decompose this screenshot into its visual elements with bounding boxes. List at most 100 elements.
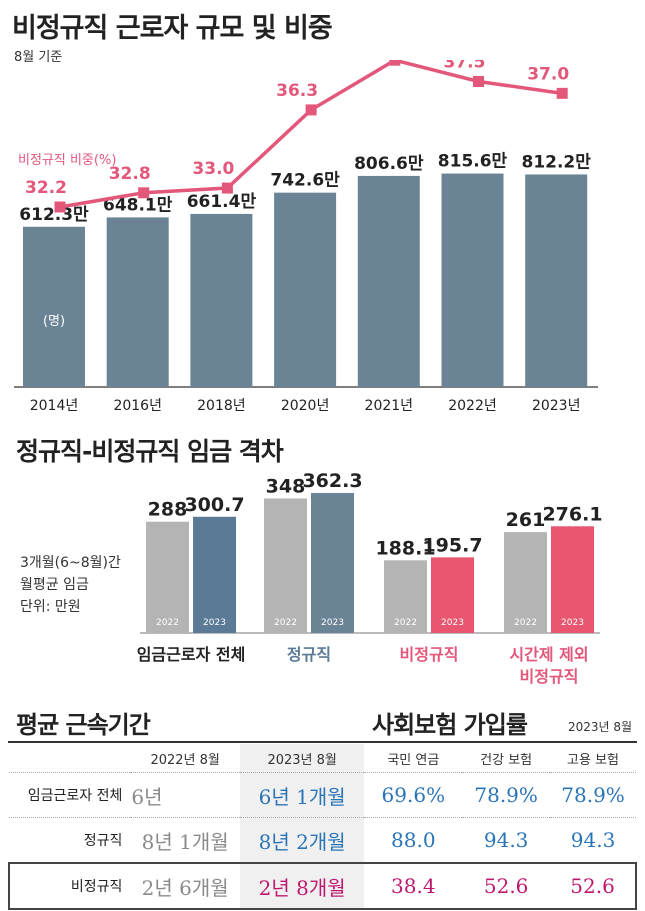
wage-value-label: 188.1 xyxy=(375,537,435,559)
wage-group-label: 비정규직 xyxy=(400,645,459,664)
stats-table: 2022년 8월 2023년 8월 국민 연금 건강 보험 고용 보험 임금근로… xyxy=(8,744,637,910)
insurance-title: 사회보험 가입률 xyxy=(372,711,528,739)
header-employment: 고용 보험 xyxy=(567,752,620,768)
wage-bar-2023년 xyxy=(193,516,236,633)
wage-note: 3개월(6~8월)간 월평균 임금 단위: 만원 xyxy=(20,552,121,618)
wage-group-label: 정규직 xyxy=(287,645,331,664)
wage-bar-2022년 xyxy=(384,560,427,633)
bar-2014년 xyxy=(23,226,85,387)
bar-value-label: 661.4만 xyxy=(187,192,257,212)
table-top-rule xyxy=(8,741,637,743)
share-marker xyxy=(556,87,568,99)
x-tick-label: 2016년 xyxy=(113,398,162,414)
table-row-highlight: 비정규직 2년 6개월 2년 8개월 38.4 52.6 52.6 xyxy=(9,863,636,909)
wage-note-line: 월평균 임금 xyxy=(20,577,89,593)
health-rate: 52.6 xyxy=(483,874,529,898)
main-title: 비정규직 근로자 규모 및 비중 xyxy=(12,13,333,44)
share-value-label: 32.2 xyxy=(25,178,67,198)
wage-value-label: 276.1 xyxy=(542,503,602,525)
wage-group-label: 시간제 제외 xyxy=(509,645,588,664)
wage-year-label: 2023 xyxy=(561,618,584,628)
share-value-label: 33.0 xyxy=(192,159,234,179)
header-blank xyxy=(9,744,130,773)
bar-2020년 xyxy=(274,192,337,387)
x-tick-label: 2014년 xyxy=(30,398,79,414)
table-header-row: 2022년 8월 2023년 8월 국민 연금 건강 보험 고용 보험 xyxy=(9,744,636,773)
employment-rate: 78.9% xyxy=(561,783,625,807)
bar-2022년 xyxy=(441,173,504,387)
wage-value-label: 300.7 xyxy=(184,494,244,516)
bar-value-label: 815.6만 xyxy=(438,152,508,172)
wage-value-label: 288 xyxy=(148,499,188,521)
tenure-2023: 2년 8개월 xyxy=(239,863,365,909)
health-rate: 78.9% xyxy=(474,783,538,807)
header-2022: 2022년 8월 xyxy=(150,752,220,768)
wage-year-label: 2023 xyxy=(441,618,464,628)
bar-value-label: 648.1만 xyxy=(103,195,173,215)
share-marker xyxy=(305,104,317,116)
wage-year-label: 2023 xyxy=(321,618,344,628)
bar-2023년 xyxy=(525,174,588,387)
tenure-2022: 2년 6개월 xyxy=(141,875,229,900)
wage-group-label: 임금근로자 전체 xyxy=(137,645,246,664)
wage-value-label: 362.3 xyxy=(302,470,362,492)
bar-2016년 xyxy=(106,217,169,387)
x-tick-label: 2020년 xyxy=(281,398,330,414)
x-tick-label: 2018년 xyxy=(197,398,246,414)
table-row: 정규직 8년 1개월 8년 2개월 88.0 94.3 94.3 xyxy=(9,817,636,863)
share-marker xyxy=(221,182,233,194)
employment-chart: 612.3만 2014년 648.1만 2016년 661.4만 2018년 742.6만 2… xyxy=(14,60,598,414)
header-health: 건강 보험 xyxy=(480,752,533,768)
bar-value-label: 742.6만 xyxy=(270,171,340,191)
bar-2021년 xyxy=(357,175,420,387)
wage-bar-2022년 xyxy=(264,498,307,633)
tenure-2023: 8년 2개월 xyxy=(239,817,365,863)
wage-note-line: 단위: 만원 xyxy=(20,599,81,615)
bar-value-label: 612.3만 xyxy=(19,205,89,225)
employment-rate: 52.6 xyxy=(570,874,615,898)
pension-rate: 38.4 xyxy=(391,874,436,898)
wage-bar-2022년 xyxy=(504,532,547,633)
wage-bar-2023년 xyxy=(311,492,354,633)
x-tick-label: 2023년 xyxy=(532,398,581,414)
health-rate: 94.3 xyxy=(483,828,529,852)
wage-value-label: 261 xyxy=(506,509,546,531)
employment-rate: 94.3 xyxy=(570,828,616,852)
wage-year-label: 2022 xyxy=(394,618,417,628)
bar-value-label: 812.2만 xyxy=(521,152,591,172)
share-marker xyxy=(54,201,66,213)
wage-year-label: 2023 xyxy=(203,618,226,628)
tenure-2022: 8년 1개월 xyxy=(141,829,229,854)
pension-rate: 69.6% xyxy=(381,783,446,807)
line-legend: 비정규직 비중(%) xyxy=(18,153,116,168)
insurance-date: 2023년 8월 xyxy=(568,720,633,734)
unit-note: (명) xyxy=(43,314,65,329)
x-tick-label: 2021년 xyxy=(365,398,414,414)
row-label: 비정규직 xyxy=(70,879,123,895)
wage-note-line: 3개월(6~8월)간 xyxy=(20,555,121,571)
wage-year-label: 2022 xyxy=(156,618,179,628)
share-value-label: 32.8 xyxy=(109,164,151,184)
share-value-label: 37.0 xyxy=(527,64,569,84)
share-value-label: 36.3 xyxy=(276,81,318,101)
x-tick-label: 2022년 xyxy=(448,398,497,414)
wage-year-label: 2022 xyxy=(274,618,297,628)
row-label: 정규직 xyxy=(83,833,123,849)
header-pension: 국민 연금 xyxy=(387,752,440,768)
share-marker xyxy=(473,75,484,87)
bar-2018년 xyxy=(190,213,253,387)
tenure-title: 평균 근속기간 xyxy=(16,711,151,739)
tenure-2022: 6년 xyxy=(131,784,163,809)
wage-bar-2022년 xyxy=(146,521,189,633)
wage-title: 정규직-비정규직 임금 격차 xyxy=(16,437,284,466)
wage-year-label: 2022 xyxy=(514,618,537,628)
header-2023: 2023년 8월 xyxy=(239,744,365,773)
pension-rate: 88.0 xyxy=(391,828,436,852)
row-label: 임금근로자 전체 xyxy=(27,788,123,804)
wage-bar-2023년 xyxy=(431,557,474,633)
wage-group-label: 비정규직 xyxy=(520,667,579,686)
table-row: 임금근로자 전체 6년 6년 1개월 69.6% 78.9% 78.9% xyxy=(9,772,636,818)
share-marker xyxy=(389,60,401,66)
subtitle: 8월 기준 xyxy=(14,50,63,65)
share-marker xyxy=(138,187,150,199)
